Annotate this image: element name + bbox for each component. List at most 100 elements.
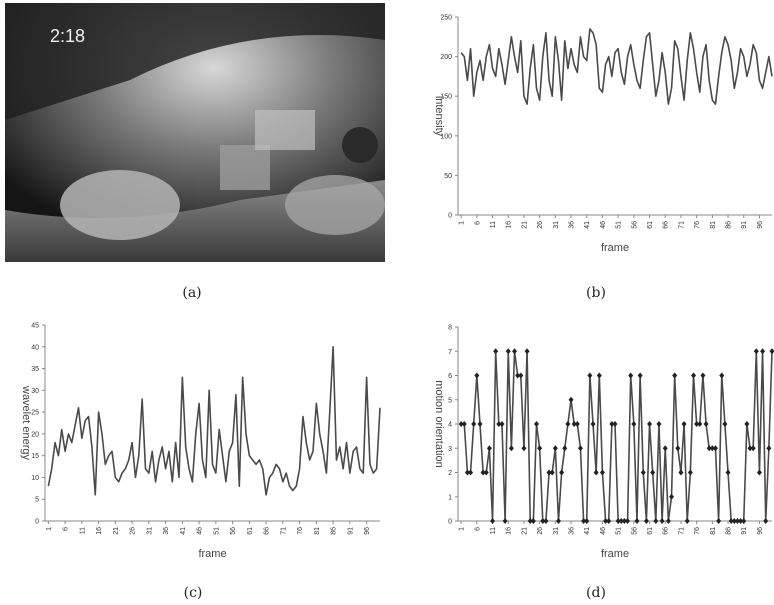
point-marker: [741, 518, 747, 524]
point-marker: [549, 469, 555, 476]
x-axis-title: frame: [198, 548, 226, 560]
timestamp: 2:18: [50, 26, 85, 46]
point-marker: [587, 372, 593, 379]
point-marker: [508, 445, 514, 452]
point-marker: [499, 421, 505, 427]
x-tick-label: 31: [553, 527, 560, 535]
point-marker: [458, 421, 464, 427]
point-marker: [565, 421, 571, 427]
point-marker: [756, 469, 762, 476]
point-marker: [734, 518, 740, 524]
point-marker: [537, 445, 543, 452]
y-tick-label: 45: [31, 323, 39, 330]
point-marker: [612, 421, 618, 427]
point-marker: [719, 372, 725, 379]
x-tick-label: 31: [146, 527, 153, 535]
x-tick-label: 26: [537, 221, 544, 229]
y-tick-label: 5: [448, 397, 452, 404]
point-marker: [512, 348, 518, 355]
x-tick-label: 91: [741, 527, 748, 535]
caption: (d): [586, 585, 606, 601]
x-tick-label: 51: [616, 221, 623, 229]
x-axis-title: frame: [601, 242, 629, 254]
x-tick-label: 41: [180, 527, 187, 535]
x-tick-label: 71: [678, 527, 685, 535]
x-tick-label: 56: [631, 221, 638, 229]
x-tick-label: 41: [584, 527, 591, 535]
point-marker: [603, 518, 609, 524]
y-tick-label: 5: [35, 497, 39, 504]
y-tick-label: 20: [31, 431, 39, 438]
point-marker: [700, 372, 706, 379]
point-marker: [706, 445, 712, 452]
x-tick-label: 16: [506, 527, 513, 535]
point-marker: [599, 469, 605, 476]
y-tick-label: 25: [31, 410, 39, 417]
x-tick-label: 86: [726, 527, 733, 535]
point-marker: [659, 518, 665, 524]
x-tick-label: 21: [521, 221, 528, 229]
point-marker: [590, 421, 596, 427]
point-marker: [490, 518, 496, 524]
point-marker: [559, 469, 565, 476]
point-marker: [640, 469, 646, 476]
point-marker: [662, 445, 668, 452]
caption: (a): [182, 285, 201, 301]
x-tick-label: 61: [647, 221, 654, 229]
point-marker: [725, 469, 731, 476]
point-marker: [697, 421, 703, 427]
x-tick-label: 6: [474, 527, 481, 531]
x-tick-label: 46: [197, 527, 204, 535]
x-tick-label: 21: [521, 527, 528, 535]
x-tick-label: 61: [247, 527, 254, 535]
point-marker: [665, 518, 671, 524]
y-tick-label: 6: [448, 373, 452, 380]
point-marker: [694, 421, 700, 427]
point-marker: [464, 469, 470, 476]
point-marker: [461, 421, 467, 427]
caption: (b): [586, 285, 606, 301]
x-tick-label: 76: [297, 527, 304, 535]
point-marker: [609, 421, 615, 427]
point-marker: [584, 518, 590, 524]
point-marker: [552, 445, 558, 452]
y-tick-label: 200: [440, 54, 452, 61]
point-marker: [760, 348, 766, 355]
y-tick-label: 7: [448, 349, 452, 356]
x-tick-label: 1: [46, 527, 53, 531]
point-marker: [596, 372, 602, 379]
point-marker: [709, 445, 715, 452]
point-marker: [555, 518, 561, 524]
x-tick-label: 11: [490, 527, 497, 534]
point-marker: [687, 469, 693, 476]
point-marker: [766, 445, 772, 452]
point-marker: [656, 421, 662, 427]
x-tick-label: 86: [726, 221, 733, 229]
point-marker: [468, 469, 474, 476]
point-marker: [568, 396, 574, 403]
point-marker: [691, 372, 696, 379]
x-tick-label: 26: [130, 527, 137, 535]
y-axis-title: motion orientation: [433, 380, 445, 467]
x-tick-label: 16: [96, 527, 103, 535]
point-marker: [527, 518, 533, 524]
x-tick-label: 31: [553, 221, 560, 229]
x-tick-label: 56: [230, 527, 237, 535]
point-marker: [750, 445, 756, 452]
point-marker: [672, 372, 678, 379]
point-marker: [521, 445, 527, 452]
x-tick-label: 66: [663, 221, 670, 229]
point-marker: [593, 469, 599, 476]
x-tick-label: 76: [694, 221, 701, 229]
y-tick-label: 10: [31, 475, 39, 482]
point-marker: [471, 421, 477, 427]
point-marker: [480, 469, 486, 476]
point-marker: [681, 421, 687, 427]
x-tick-label: 56: [631, 527, 638, 535]
x-tick-label: 66: [264, 527, 271, 535]
x-tick-label: 46: [600, 221, 607, 229]
point-marker: [477, 421, 483, 427]
x-tick-label: 36: [163, 527, 170, 535]
point-marker: [753, 348, 759, 355]
y-tick-label: 15: [31, 453, 39, 460]
